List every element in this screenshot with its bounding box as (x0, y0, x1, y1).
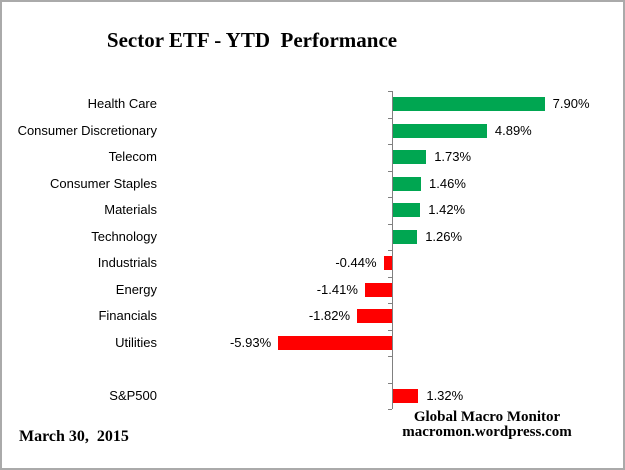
source-name: Global Macro Monitor (413, 409, 561, 425)
value-label: 4.89% (494, 122, 532, 138)
category-label: Consumer Staples (50, 175, 157, 191)
axis-tick (388, 117, 392, 119)
bar (357, 309, 392, 324)
bar (393, 150, 427, 165)
source-block: Global Macro Monitor macromon.wordpress.… (372, 410, 602, 440)
category-label: Financials (98, 308, 157, 324)
axis-tick (388, 382, 392, 384)
category-label: Health Care (87, 96, 157, 112)
category-label: Industrials (97, 255, 157, 271)
bar (393, 123, 487, 138)
axis-tick (388, 329, 392, 331)
value-label: 1.26% (425, 228, 463, 244)
source-url: macromon.wordpress.com (402, 424, 572, 440)
value-label: 1.46% (429, 175, 466, 191)
chart-title: Sector ETF - YTD Performance (106, 28, 398, 52)
axis-tick (388, 303, 392, 304)
value-label: 1.42% (428, 202, 466, 218)
axis-tick (388, 170, 392, 172)
bar (393, 97, 545, 112)
bar (393, 176, 422, 191)
bar (393, 203, 421, 218)
category-label: Materials (104, 202, 157, 218)
axis-tick (388, 91, 392, 92)
axis-tick (388, 356, 392, 357)
category-label: Technology (91, 228, 157, 244)
category-label: Telecom (108, 149, 157, 165)
bar (393, 388, 419, 403)
category-label: Energy (115, 281, 157, 297)
axis-tick (388, 250, 392, 251)
y-axis (392, 91, 393, 409)
category-label: Consumer Discretionary (17, 122, 157, 138)
axis-tick (388, 197, 392, 198)
axis-tick (388, 276, 392, 278)
value-label: 7.90% (552, 96, 590, 112)
value-label: 1.73% (434, 149, 472, 165)
bar (364, 282, 392, 297)
date-label: March 30, 2015 (19, 428, 129, 445)
value-label: -1.41% (316, 281, 358, 297)
value-label: 1.32% (426, 387, 464, 403)
value-label: -1.82% (308, 308, 351, 324)
bar (383, 256, 392, 271)
category-label: Utilities (115, 334, 157, 350)
axis-tick (388, 409, 392, 410)
category-label: S&P500 (109, 387, 157, 403)
axis-tick (388, 144, 392, 145)
value-label: -0.44% (335, 255, 377, 271)
bar (278, 335, 392, 350)
bar (393, 229, 418, 244)
axis-tick (388, 223, 392, 225)
value-label: -5.93% (229, 334, 272, 350)
